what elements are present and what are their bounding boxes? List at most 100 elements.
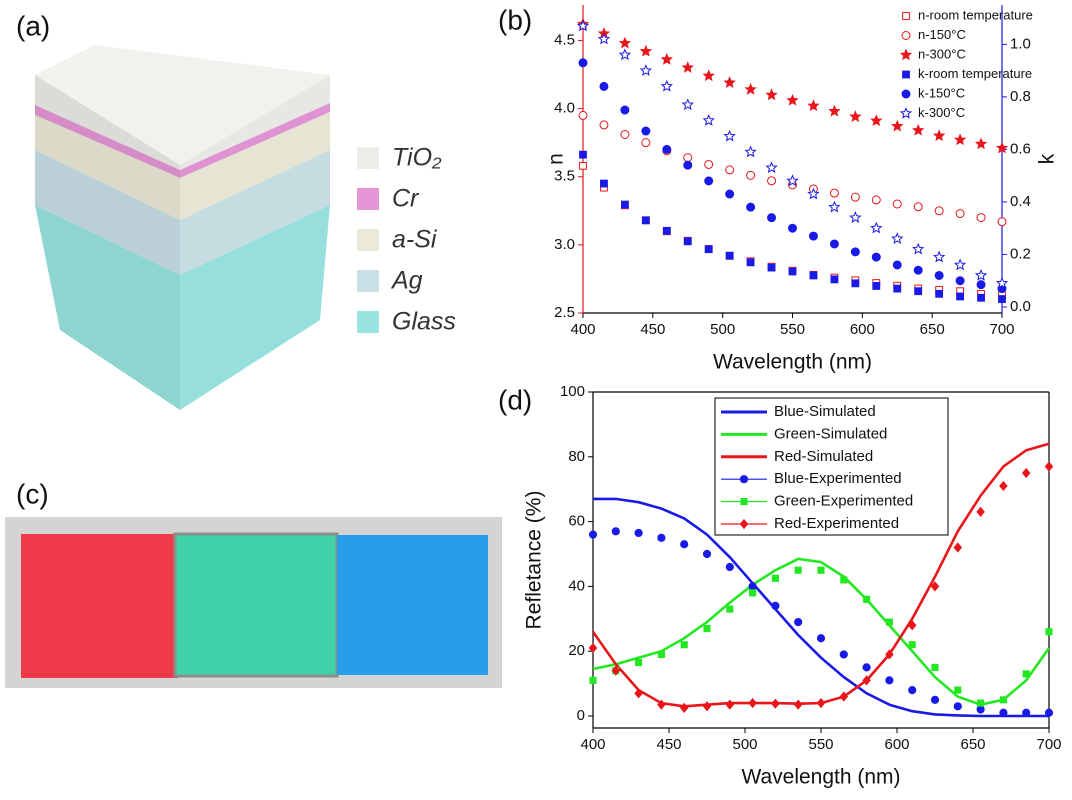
marker xyxy=(1022,670,1030,678)
x-tick-label: 650 xyxy=(960,736,985,753)
marker xyxy=(840,576,848,584)
marker xyxy=(892,199,902,209)
layer-label: Glass xyxy=(392,308,456,336)
x-tick-label: 500 xyxy=(732,736,757,753)
marker xyxy=(809,271,818,280)
marker xyxy=(639,64,653,76)
legend-marker xyxy=(902,12,910,20)
green-sample xyxy=(173,532,339,678)
marker xyxy=(808,231,818,241)
marker xyxy=(932,129,946,142)
marker xyxy=(588,642,598,654)
marker xyxy=(999,696,1007,704)
layer-swatch xyxy=(357,270,379,292)
marker xyxy=(849,211,862,223)
marker xyxy=(885,618,893,626)
legend-label: k-room temperature xyxy=(918,66,1032,81)
marker xyxy=(662,226,671,235)
marker xyxy=(954,686,962,694)
marker xyxy=(872,282,881,290)
marker xyxy=(588,530,598,539)
marker xyxy=(702,69,715,82)
blue-sample xyxy=(337,535,488,675)
marker xyxy=(704,176,714,186)
marker xyxy=(589,676,597,684)
marker xyxy=(976,280,986,290)
marker xyxy=(871,195,881,205)
marker xyxy=(765,88,778,101)
marker xyxy=(908,641,916,649)
x-tick-label: 450 xyxy=(656,736,681,753)
marker xyxy=(641,126,651,136)
layer-label: Ag xyxy=(390,267,423,295)
marker xyxy=(578,58,588,68)
marker xyxy=(974,268,988,281)
marker xyxy=(829,188,839,198)
marker xyxy=(748,582,757,591)
marker xyxy=(620,129,630,139)
sample-photo xyxy=(5,517,502,688)
marker xyxy=(871,252,881,262)
x-axis-label: Wavelength (nm) xyxy=(741,766,900,789)
marker xyxy=(892,260,902,270)
series-line xyxy=(593,497,1049,718)
marker xyxy=(807,99,820,112)
legend-label: Red-Experimented xyxy=(774,515,899,532)
marker xyxy=(681,98,694,111)
marker xyxy=(995,141,1009,154)
marker xyxy=(870,221,883,234)
layer-left-face xyxy=(35,105,180,178)
marker xyxy=(1021,467,1031,479)
marker xyxy=(913,202,923,212)
marker xyxy=(702,701,712,712)
marker xyxy=(635,658,643,667)
marker xyxy=(725,165,735,175)
marker xyxy=(599,81,609,91)
marker xyxy=(955,276,965,286)
marker xyxy=(611,665,621,676)
marker xyxy=(746,170,756,180)
marker xyxy=(953,702,962,711)
layer-right-face xyxy=(180,150,330,275)
marker xyxy=(786,93,799,106)
layer-right-face xyxy=(180,205,330,410)
marker xyxy=(680,641,688,649)
x-tick-label: 500 xyxy=(710,321,735,338)
legend-label: Red-Simulated xyxy=(774,448,873,465)
panel-label: (c) xyxy=(16,478,49,509)
marker xyxy=(599,120,609,130)
marker xyxy=(618,36,632,49)
legend-marker xyxy=(739,518,749,530)
y-tick-label: 80 xyxy=(568,448,585,465)
marker xyxy=(839,650,848,659)
marker xyxy=(934,206,944,216)
red-sample xyxy=(21,534,178,678)
layer-swatch xyxy=(357,147,379,169)
marker xyxy=(977,293,985,302)
x-tick-label: 700 xyxy=(1036,736,1061,753)
marker xyxy=(641,138,651,148)
layer-right-face xyxy=(180,112,330,220)
layer-label: a-Si xyxy=(392,226,438,254)
marker xyxy=(620,105,630,115)
x-tick-label: 450 xyxy=(640,321,665,338)
layer-stack: TiO₂ Cr a-Si Ag Glass xyxy=(35,45,456,410)
y-axis-label: n xyxy=(545,153,568,165)
y-tick-label: 60 xyxy=(568,513,585,530)
marker xyxy=(725,699,735,710)
marker xyxy=(839,691,849,702)
y-tick-label: 100 xyxy=(560,383,585,400)
marker xyxy=(744,145,757,158)
legend-label: Blue-Experimented xyxy=(774,470,902,487)
marker xyxy=(976,506,985,517)
marker xyxy=(893,284,902,293)
marker xyxy=(794,566,802,574)
marker xyxy=(817,566,825,574)
marker xyxy=(723,76,736,88)
marker xyxy=(683,237,692,246)
marker xyxy=(976,705,985,714)
marker xyxy=(657,699,666,710)
x-tick-label: 550 xyxy=(780,321,805,338)
marker xyxy=(579,150,587,159)
marker xyxy=(771,601,780,610)
